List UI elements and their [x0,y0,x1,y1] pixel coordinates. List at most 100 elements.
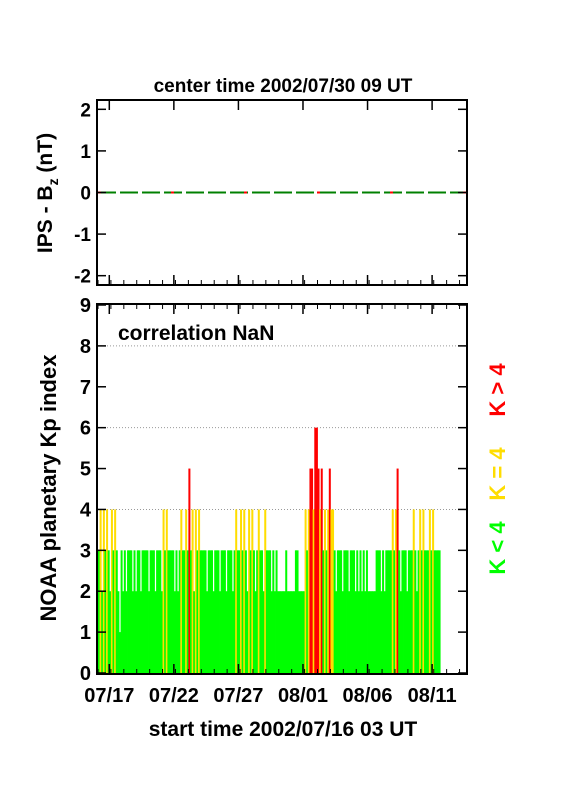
kp-bar [290,591,293,673]
kp-bar [225,591,228,673]
kp-bar [377,550,380,673]
kp-bar [291,591,294,673]
kp-bar [157,550,160,673]
kp-bar [114,509,117,673]
kp-bar [427,550,430,673]
kp-bar [362,550,365,673]
kp-bar [186,550,189,673]
kp-bar [319,509,322,673]
kp-bar [196,550,199,673]
top-y-tick-label: -1 [74,225,91,246]
kp-bar [406,591,409,673]
kp-bar [262,591,265,673]
kp-bar [420,550,423,673]
kp-bar [209,550,212,673]
kp-bar [433,550,436,673]
kp-bar [340,550,343,673]
kp-bar [354,591,357,673]
kp-bar [307,509,310,673]
kp-bars [98,427,441,673]
kp-bar [170,550,173,673]
kp-bar [383,591,386,673]
kp-bar [123,550,126,673]
top-y-axis-label-unit: (nT) [34,133,57,178]
kp-bar [315,427,318,673]
kp-bar [173,591,176,673]
kp-bar [256,550,259,673]
ips-bz-panel: center time 2002/07/30 09 UT -2 -1 0 1 2 IPS… [34,76,468,288]
kp-bar [336,550,339,673]
kp-bar [374,591,377,673]
kp-bar [294,550,297,673]
kp-bar [165,509,168,673]
kp-bar [419,509,422,673]
kp-bar [141,550,144,673]
kp-y-tick-label: 2 [80,581,91,603]
kp-bar [398,550,401,673]
kp-bar [356,550,359,673]
kp-bar [359,550,362,673]
kp-bar [154,591,157,673]
kp-bar [382,550,385,673]
kp-bar [194,509,197,673]
kp-bar [304,509,307,673]
kp-bar [298,591,301,673]
kp-bar [148,591,151,673]
kp-bar [254,591,257,673]
kp-bar [172,550,175,673]
kp-bar [217,550,220,673]
kp-bar [409,550,412,673]
kp-bar [372,591,375,673]
kp-bar [235,509,238,673]
kp-bar [272,550,275,673]
kp-bar [306,550,309,673]
kp-bar [139,591,142,673]
kp-bar [169,550,172,673]
kp-x-tick-label: 08/11 [408,685,457,707]
kp-x-tick-label: 07/27 [213,685,263,707]
kp-bar [407,550,410,673]
kp-bar [257,509,260,673]
kp-bar [385,550,388,673]
kp-bar [236,550,239,673]
kp-bar [438,550,441,673]
kp-bar [349,550,352,673]
kp-bar [380,591,383,673]
kp-bar [231,591,234,673]
kp-bar [432,509,435,673]
kp-bar [411,550,414,673]
kp-x-ticks: 07/17 07/22 07/27 08/01 08/06 08/11 [84,305,461,707]
kp-y-tick-label: 4 [80,499,92,521]
kp-bar [251,509,254,673]
kp-y-tick-label: 6 [80,418,91,440]
top-y-ticks: -2 -1 0 1 2 [74,100,466,288]
top-y-tick-label: 0 [80,184,91,205]
kp-bar [144,550,147,673]
top-y-axis-label: IPS - Bz (nT) [34,133,61,253]
kp-bar [210,550,213,673]
kp-bar [367,591,370,673]
kp-bar [369,591,372,673]
kp-y-tick-label: 5 [80,459,91,481]
kp-bar [131,591,134,673]
kp-bar [299,591,302,673]
kp-bar [122,591,125,673]
kp-bar [270,591,273,673]
panel-title: center time 2002/07/30 09 UT [154,76,413,97]
kp-bar [98,550,101,673]
kp-bar [278,591,281,673]
kp-bar [296,550,299,673]
kp-bar [118,632,121,673]
kp-bar [394,509,397,673]
kp-bar [156,550,159,673]
kp-bar [178,550,181,673]
kp-bar [138,550,141,673]
kp-bar [328,468,331,673]
legend-entry: K > 4 [485,363,510,417]
top-y-axis-label-sub: z [45,178,61,185]
kp-bar [238,550,241,673]
kp-bar [351,550,354,673]
kp-bar [333,550,336,673]
kp-bar [191,509,194,673]
legend-entry: K = 4 [485,447,510,501]
